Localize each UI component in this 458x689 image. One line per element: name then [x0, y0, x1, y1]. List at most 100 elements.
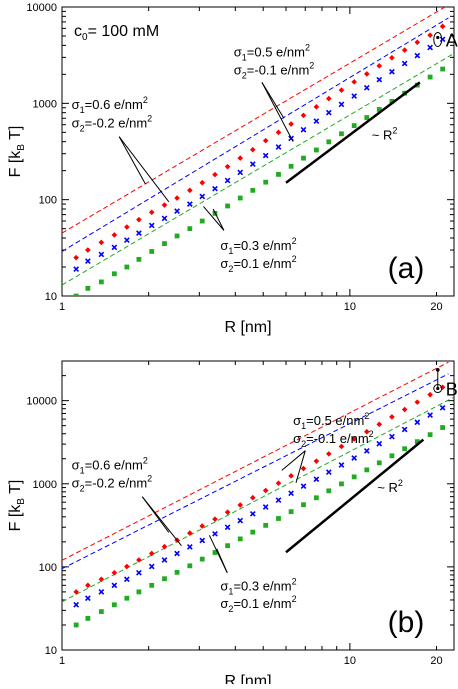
data-point	[427, 74, 433, 80]
dashed-line-1	[62, 7, 446, 234]
data-point	[276, 516, 281, 521]
data-point	[389, 98, 395, 104]
sigma-symbol: σ	[220, 596, 228, 611]
sigma-unit-sup: 2	[143, 95, 148, 105]
data-point	[98, 576, 105, 583]
concentration-symbol: c	[74, 23, 82, 40]
data-point	[414, 399, 421, 405]
data-point	[376, 421, 383, 428]
data-point	[439, 23, 446, 30]
sigma-label: σ1=0.5 e/nm2	[234, 43, 310, 63]
sigma-label: σ1=0.6 e/nm2	[72, 456, 148, 476]
sigma-label: σ2=0.1 e/nm2	[220, 254, 296, 274]
y-axis-label: F [kB T]	[7, 126, 27, 178]
sigma-index: 1	[228, 246, 233, 256]
data-point	[364, 115, 370, 120]
data-point	[389, 414, 395, 420]
sigma-value: =0.5 e/nm	[306, 413, 364, 428]
data-point	[339, 131, 344, 137]
data-point	[237, 155, 244, 161]
sigma-label: σ2=-0.1 e/nm2	[293, 429, 374, 449]
leader-line	[216, 548, 228, 573]
sigma-symbol: σ	[293, 413, 301, 428]
y-tick-label: 10	[45, 291, 57, 303]
data-point	[73, 254, 79, 261]
y-axis-label-main: F [k	[7, 150, 24, 178]
data-point	[262, 137, 269, 144]
data-point	[174, 233, 180, 239]
data-point	[111, 232, 118, 238]
x-axis-label: R [nm]	[224, 319, 271, 336]
data-point	[136, 557, 142, 563]
data-point	[161, 215, 168, 222]
data-point	[224, 524, 231, 531]
data-point	[161, 202, 168, 208]
sigma-unit-sup: 2	[305, 43, 310, 53]
highlight-ring	[433, 31, 443, 47]
sigma-index: 1	[80, 466, 85, 476]
data-point	[98, 609, 104, 614]
data-point	[149, 582, 155, 588]
sigma-index: 1	[228, 586, 233, 596]
data-point	[414, 439, 420, 445]
sigma-unit-sup: 2	[147, 114, 152, 124]
data-point	[402, 446, 408, 452]
point-label: A	[446, 30, 458, 50]
data-point	[123, 237, 130, 244]
data-point	[237, 195, 243, 201]
data-point	[389, 433, 395, 440]
data-point	[288, 490, 294, 497]
y-axis-label-main: F [k	[7, 504, 24, 532]
sigma-value: =-0.2 e/nm	[85, 476, 148, 491]
sigma-label: σ1=0.3 e/nm2	[220, 576, 296, 596]
data-point	[389, 453, 395, 459]
data-point	[300, 465, 307, 472]
sigma-index: 1	[242, 53, 247, 63]
series-s2	[73, 404, 446, 608]
leader-line	[141, 496, 182, 546]
data-point	[351, 474, 357, 480]
leader-line	[118, 136, 170, 203]
data-point	[262, 152, 269, 159]
data-point	[427, 32, 433, 38]
data-point	[199, 218, 205, 224]
leader-line	[212, 208, 225, 231]
data-point	[174, 208, 180, 215]
slope-label: ~ R2	[377, 478, 403, 495]
data-point	[148, 222, 155, 229]
data-point	[364, 467, 370, 473]
data-point	[338, 87, 345, 93]
data-point	[187, 226, 193, 232]
sigma-index: 2	[228, 604, 233, 614]
y-tick-label: 10000	[26, 396, 57, 408]
data-point	[174, 569, 180, 575]
data-point	[85, 285, 91, 291]
data-point	[301, 502, 306, 508]
data-point	[162, 241, 167, 246]
sigma-value: =0.5 e/nm	[247, 45, 305, 60]
data-point	[326, 95, 332, 102]
data-point	[313, 147, 319, 153]
data-point	[275, 129, 282, 136]
sigma-value: =0.1 e/nm	[233, 596, 291, 611]
data-point	[300, 483, 307, 490]
data-point	[199, 523, 206, 529]
data-point	[351, 79, 357, 85]
data-point	[225, 203, 230, 209]
dashed-line-1	[62, 361, 449, 561]
plot-frame	[61, 360, 455, 651]
data-point	[123, 576, 130, 583]
sigma-value: =-0.2 e/nm	[85, 116, 148, 131]
data-point	[351, 455, 358, 461]
data-point	[224, 509, 231, 515]
data-point	[376, 107, 382, 112]
data-point	[363, 447, 370, 454]
data-point	[199, 556, 205, 562]
data-point	[249, 510, 256, 517]
data-point	[174, 195, 180, 201]
data-point	[326, 451, 332, 457]
